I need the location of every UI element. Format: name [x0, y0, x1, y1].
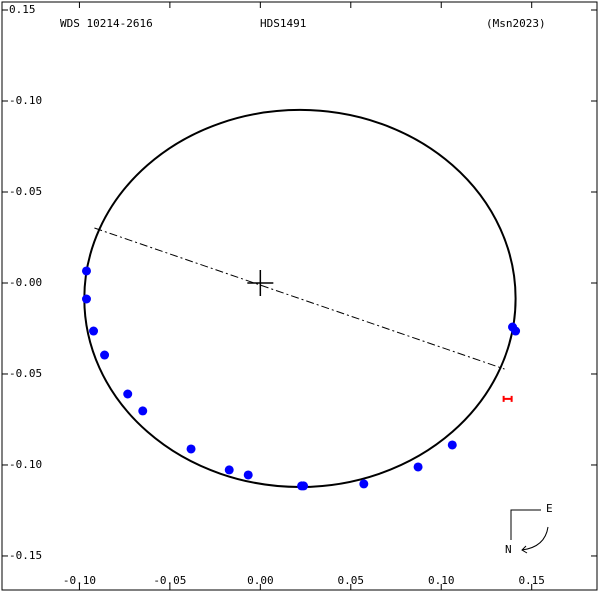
y-tick-label: -0.10	[9, 458, 42, 471]
x-tick-label: 0.10	[428, 574, 455, 587]
observation	[138, 406, 148, 416]
observation	[186, 444, 196, 454]
compass-arrow	[521, 526, 549, 554]
compass-east: E	[546, 502, 553, 515]
x-tick-label: 0.05	[338, 574, 365, 587]
compass-north: N	[505, 543, 512, 556]
x-tick-label: -0.05	[153, 574, 186, 587]
annotation: WDS 10214-2616	[60, 17, 153, 30]
observation	[299, 481, 309, 491]
annotation: (Msn2023)	[486, 17, 546, 30]
observation	[413, 462, 423, 472]
compass	[510, 509, 549, 554]
observation	[447, 440, 457, 450]
observation	[511, 326, 521, 336]
observation	[502, 395, 513, 402]
y-tick-label: -0.05	[9, 185, 42, 198]
x-tick-label: 0.15	[518, 574, 545, 587]
observation	[123, 389, 133, 399]
observation	[224, 465, 234, 475]
observation	[89, 326, 99, 336]
y-tick-label: -0.05	[9, 367, 42, 380]
y-tick-label: -0.00	[9, 276, 42, 289]
plot-frame	[1, 1, 598, 591]
observation	[100, 350, 110, 360]
y-tick-label: 0.15	[9, 3, 36, 16]
x-tick-label: 0.00	[247, 574, 274, 587]
y-tick-label: -0.10	[9, 94, 42, 107]
orbit	[83, 108, 517, 488]
y-tick-label: -0.15	[9, 549, 42, 562]
observation	[359, 479, 369, 489]
line-of-nodes	[94, 227, 505, 370]
observation	[81, 266, 91, 276]
x-tick-label: -0.10	[63, 574, 96, 587]
primary-star	[247, 269, 274, 296]
observation	[243, 470, 253, 480]
annotation: HDS1491	[260, 17, 306, 30]
compass-axes	[510, 509, 541, 540]
observation	[81, 294, 91, 304]
